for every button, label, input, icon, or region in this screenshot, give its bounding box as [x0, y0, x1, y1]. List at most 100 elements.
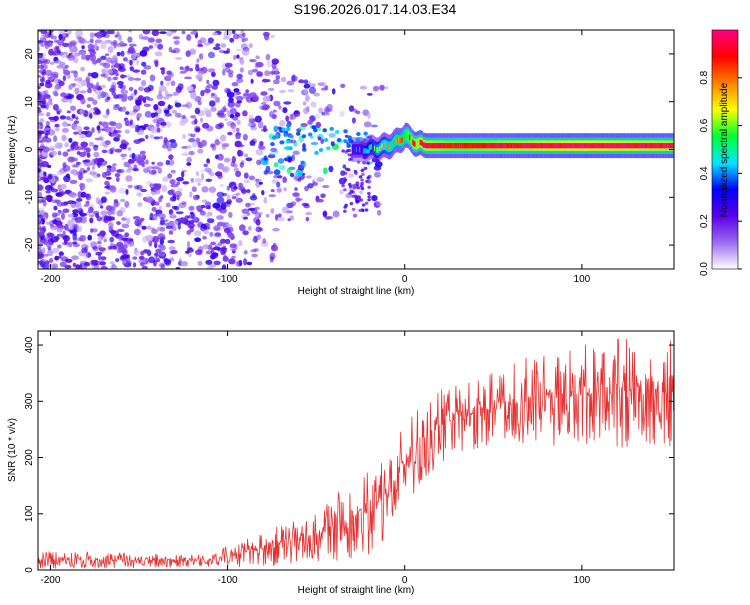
ridge-cell: [519, 143, 521, 149]
noise-blob: [175, 211, 184, 215]
noise-blob: [170, 80, 176, 87]
noise-blob: [226, 194, 231, 201]
ridge-cell: [494, 143, 496, 149]
ridge-cell: [437, 143, 439, 149]
ridge-cell: [388, 141, 391, 153]
noise-blob: [348, 184, 353, 189]
noise-blob: [250, 249, 257, 253]
noise-blob: [89, 38, 94, 43]
x-tick-label: 100: [574, 575, 591, 586]
noise-blob: [53, 106, 59, 110]
noise-blob: [136, 112, 142, 118]
ridge-cell: [485, 143, 487, 149]
noise-blob: [90, 84, 99, 90]
noise-blob: [190, 115, 197, 119]
noise-blob: [219, 113, 227, 119]
noise-blob: [83, 252, 89, 259]
noise-blob: [171, 109, 177, 114]
noise-blob: [322, 184, 330, 189]
noise-blob: [104, 140, 111, 146]
noise-blob: [151, 161, 155, 165]
noise-blob: [39, 118, 45, 123]
noise-blob: [93, 157, 100, 165]
noise-blob: [134, 228, 141, 236]
noise-blob: [266, 170, 274, 175]
ridge-cell: [380, 142, 382, 153]
noise-blob: [367, 185, 371, 189]
ridge-cell: [638, 143, 640, 149]
noise-blob: [374, 171, 381, 178]
noise-blob: [156, 127, 161, 133]
noise-blob: [44, 184, 53, 191]
noise-blob: [38, 216, 41, 224]
ridge-cell: [606, 143, 608, 149]
noise-blob: [114, 103, 120, 108]
ridge-cell: [411, 135, 413, 146]
noise-blob: [100, 196, 107, 203]
noise-blob: [76, 225, 83, 233]
ridge-cell: [659, 143, 662, 149]
noise-blob: [353, 108, 358, 113]
ridge-cell: [655, 143, 657, 149]
ridge-cell: [613, 143, 615, 149]
noise-blob: [38, 74, 41, 78]
noise-blob: [41, 92, 47, 95]
noise-blob: [142, 167, 151, 174]
noise-blob: [242, 47, 250, 52]
noise-blob: [100, 210, 108, 216]
noise-blob: [57, 244, 62, 249]
snr-y-label: SNR (10 * v/v): [7, 418, 18, 482]
noise-blob: [189, 211, 194, 215]
noise-blob: [195, 194, 200, 199]
ridge-cell: [558, 143, 561, 149]
ridge-blob: [343, 139, 348, 144]
noise-blob: [127, 165, 133, 171]
ridge-cell: [637, 143, 639, 149]
ridge-cell: [383, 139, 385, 150]
ridge-cell: [397, 137, 399, 143]
ridge-cell: [592, 143, 595, 149]
noise-blob: [133, 77, 142, 81]
noise-blob: [189, 48, 197, 55]
ridge-cell: [357, 144, 360, 155]
noise-blob: [72, 233, 78, 241]
noise-blob: [113, 201, 119, 208]
noise-blob: [83, 264, 87, 269]
ridge-cell: [503, 143, 505, 149]
noise-blob: [246, 261, 253, 266]
noise-blob: [132, 168, 140, 172]
ridge-cell: [657, 143, 659, 149]
noise-blob: [45, 121, 50, 126]
noise-blob: [212, 79, 220, 87]
ridge-cell: [653, 143, 655, 149]
noise-blob: [102, 72, 108, 79]
noise-blob: [100, 42, 107, 50]
noise-blob: [85, 178, 94, 183]
ridge-cell: [565, 143, 567, 149]
ridge-cell: [428, 143, 430, 149]
ridge-cell: [556, 143, 558, 149]
noise-blob: [101, 68, 107, 74]
ridge-cell: [469, 143, 471, 149]
ridge-blob: [356, 132, 361, 136]
ridge-cell: [540, 143, 543, 149]
ridge-cell: [530, 143, 532, 149]
noise-blob: [269, 256, 274, 263]
noise-blob: [149, 134, 154, 139]
noise-blob: [210, 143, 215, 148]
noise-blob: [80, 141, 88, 148]
noise-blob: [373, 201, 381, 208]
noise-blob: [57, 150, 62, 156]
noise-blob: [273, 125, 279, 133]
ridge-cell: [448, 143, 450, 149]
noise-blob: [54, 77, 58, 85]
noise-blob: [298, 126, 306, 131]
noise-blob: [191, 186, 197, 193]
noise-blob: [341, 184, 345, 188]
ridge-cell: [508, 143, 511, 149]
noise-blob: [343, 188, 347, 192]
noise-blob: [173, 40, 180, 45]
noise-blob: [69, 117, 74, 122]
noise-blob: [98, 135, 103, 141]
ridge-blob: [281, 127, 286, 132]
